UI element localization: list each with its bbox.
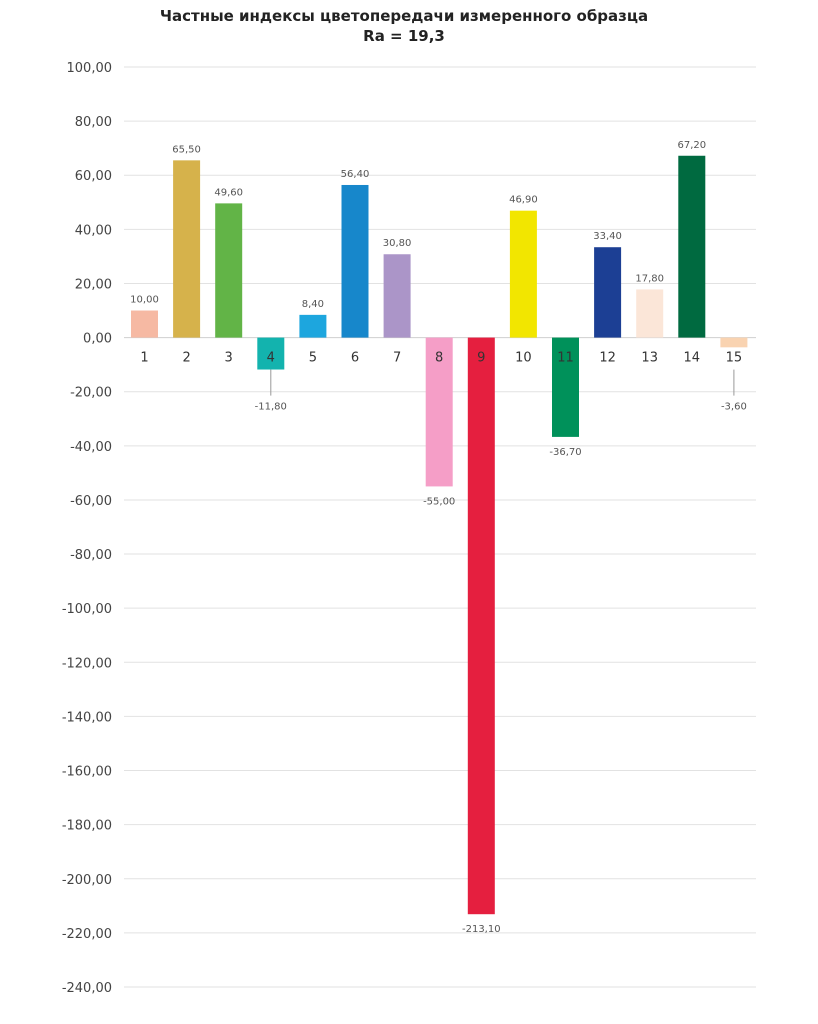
x-tick-label: 3 — [225, 351, 233, 366]
data-label: -3,60 — [721, 402, 747, 413]
data-label: -55,00 — [423, 496, 455, 507]
y-axis-ticks: 100,00 80,00 60,00 40,00 20,00 0,00 -20,00 -40,… — [62, 61, 112, 996]
y-tick-label: 20,00 — [75, 277, 112, 292]
y-tick-label: 40,00 — [75, 223, 112, 238]
y-tick-label: -120,00 — [62, 656, 112, 671]
data-label: 46,90 — [509, 195, 538, 206]
x-tick-label: 9 — [477, 351, 485, 366]
y-tick-label: -240,00 — [62, 981, 112, 996]
bar — [383, 254, 411, 338]
grid-lines — [124, 66, 756, 988]
bar — [552, 337, 579, 437]
x-axis-ticks: 1 2 3 4 5 6 7 8 9 10 11 12 13 14 15 — [140, 351, 742, 366]
y-tick-label: -100,00 — [62, 602, 112, 617]
data-label: 56,40 — [341, 169, 370, 180]
y-tick-label: 100,00 — [67, 61, 113, 76]
x-tick-label: 6 — [351, 351, 359, 366]
data-label: -36,70 — [549, 447, 581, 458]
bar — [299, 314, 327, 338]
chart-title-line: Частные индексы цветопередачи измеренног… — [159, 7, 649, 25]
y-tick-label: -80,00 — [70, 548, 112, 563]
data-label: -11,80 — [255, 402, 287, 413]
chart-title: Частные индексы цветопередачи измеренног… — [0, 6, 808, 46]
y-tick-label: -60,00 — [70, 494, 112, 509]
data-label: 49,60 — [214, 187, 243, 198]
y-tick-label: -40,00 — [70, 440, 112, 455]
y-tick-label: -160,00 — [62, 765, 112, 780]
bar — [720, 337, 748, 348]
y-tick-label: -180,00 — [62, 819, 112, 834]
bars — [131, 155, 748, 915]
data-label: 17,80 — [635, 273, 664, 284]
data-label: 65,50 — [172, 144, 201, 155]
bar — [509, 210, 537, 338]
x-tick-label: 8 — [435, 351, 443, 366]
data-labels: 10,00 65,50 49,60 -11,80 8,40 56,40 30,80 -55,0… — [130, 140, 747, 935]
bar — [678, 155, 706, 338]
data-label: 30,80 — [383, 238, 412, 249]
chart-subtitle-line: Ra = 19,3 — [363, 27, 445, 45]
bar — [636, 289, 664, 338]
x-tick-label: 12 — [599, 351, 616, 366]
bar — [257, 337, 285, 370]
x-tick-label: 10 — [515, 351, 532, 366]
bar — [467, 337, 495, 915]
bar — [173, 160, 201, 338]
x-tick-label: 4 — [267, 351, 275, 366]
y-tick-label: 80,00 — [75, 115, 112, 130]
data-label: -213,10 — [462, 924, 501, 935]
x-tick-label: 15 — [726, 351, 743, 366]
y-tick-label: -20,00 — [70, 386, 112, 401]
bar — [341, 184, 369, 338]
x-tick-label: 5 — [309, 351, 317, 366]
x-tick-label: 2 — [182, 351, 190, 366]
x-tick-label: 13 — [641, 351, 658, 366]
y-tick-label: -220,00 — [62, 927, 112, 942]
bar — [131, 310, 158, 338]
bar — [215, 203, 243, 338]
bar — [425, 337, 453, 487]
data-label: 33,40 — [593, 231, 622, 242]
data-label: 8,40 — [302, 299, 324, 310]
y-tick-label: -140,00 — [62, 710, 112, 725]
bar — [594, 247, 622, 338]
data-label: 67,20 — [677, 140, 706, 151]
x-tick-label: 7 — [393, 351, 401, 366]
y-tick-label: -200,00 — [62, 873, 112, 888]
x-tick-label: 14 — [684, 351, 701, 366]
y-tick-label: 60,00 — [75, 169, 112, 184]
y-tick-label: 0,00 — [83, 332, 112, 347]
x-tick-label: 11 — [557, 351, 574, 366]
x-tick-label: 1 — [140, 351, 148, 366]
data-label: 10,00 — [130, 295, 159, 306]
